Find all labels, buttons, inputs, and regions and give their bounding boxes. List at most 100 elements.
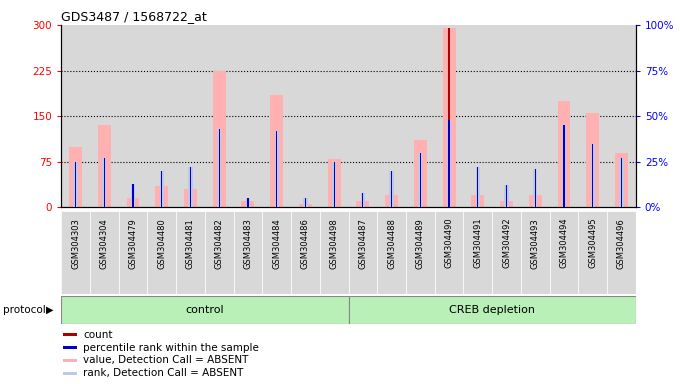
Bar (90, 211, 119, 294)
Text: GSM304482: GSM304482 (215, 218, 224, 268)
Bar (463, 25, 492, 207)
Bar (61, 25, 90, 207)
Bar (275, 206, 278, 207)
Bar (475, 167, 480, 207)
Bar (435, 211, 464, 294)
Bar (578, 25, 607, 207)
Text: GSM304479: GSM304479 (129, 218, 137, 268)
Bar (291, 211, 320, 294)
Bar (607, 25, 636, 207)
Bar (205, 25, 234, 207)
Bar (155, 186, 168, 207)
Bar (328, 159, 341, 207)
Bar (447, 120, 452, 207)
Bar (332, 162, 337, 207)
Bar (418, 152, 422, 207)
Bar (102, 158, 107, 207)
Bar (63, 346, 78, 349)
Bar (217, 129, 222, 207)
Text: GSM304490: GSM304490 (445, 218, 454, 268)
Bar (184, 189, 197, 207)
Bar (406, 211, 435, 294)
Text: GSM304492: GSM304492 (502, 218, 511, 268)
Text: percentile rank within the sample: percentile rank within the sample (84, 343, 259, 353)
Bar (607, 211, 636, 294)
Bar (349, 296, 636, 324)
Text: GSM304488: GSM304488 (387, 218, 396, 269)
Bar (234, 25, 262, 207)
Bar (160, 171, 164, 207)
Bar (506, 185, 507, 207)
Bar (333, 162, 335, 207)
Bar (592, 144, 594, 207)
Bar (305, 198, 306, 207)
Bar (443, 28, 456, 207)
Text: GSM304304: GSM304304 (100, 218, 109, 268)
Bar (148, 211, 176, 294)
Bar (349, 211, 377, 294)
Bar (75, 162, 76, 207)
Text: control: control (186, 305, 224, 315)
Bar (563, 206, 565, 207)
Bar (586, 113, 599, 207)
Bar (176, 211, 205, 294)
Bar (621, 158, 622, 207)
Bar (579, 211, 607, 294)
Text: GDS3487 / 1568722_at: GDS3487 / 1568722_at (61, 10, 207, 23)
Bar (118, 25, 148, 207)
Bar (291, 25, 320, 207)
Bar (213, 71, 226, 207)
Bar (303, 198, 307, 207)
Bar (262, 211, 291, 294)
Bar (356, 201, 369, 207)
Bar (414, 141, 427, 207)
Text: GSM304496: GSM304496 (617, 218, 626, 268)
Text: GSM304480: GSM304480 (157, 218, 166, 268)
Bar (533, 169, 537, 207)
Bar (471, 195, 484, 207)
Bar (126, 198, 139, 207)
Bar (63, 372, 78, 375)
Bar (320, 25, 348, 207)
Bar (103, 158, 105, 207)
Text: GSM304498: GSM304498 (330, 218, 339, 268)
Bar (248, 198, 249, 207)
Bar (262, 25, 291, 207)
Bar (558, 101, 571, 207)
Bar (505, 185, 509, 207)
Bar (362, 193, 364, 207)
Text: count: count (84, 329, 113, 339)
Bar (234, 211, 262, 294)
Text: GSM304493: GSM304493 (531, 218, 540, 268)
Bar (492, 25, 521, 207)
Bar (61, 296, 349, 324)
Bar (348, 25, 377, 207)
Bar (63, 359, 78, 362)
Text: rank, Detection Call = ABSENT: rank, Detection Call = ABSENT (84, 368, 243, 378)
Bar (90, 25, 118, 207)
Bar (103, 206, 105, 207)
Bar (619, 158, 624, 207)
Bar (562, 125, 566, 207)
Bar (218, 129, 220, 207)
Bar (590, 144, 595, 207)
Bar (615, 152, 628, 207)
Bar (534, 169, 536, 207)
Bar (63, 333, 78, 336)
Bar (549, 211, 579, 294)
Bar (549, 25, 578, 207)
Bar (148, 25, 176, 207)
Bar (133, 184, 134, 207)
Bar (500, 201, 513, 207)
Bar (190, 167, 191, 207)
Bar (205, 211, 234, 294)
Bar (464, 211, 492, 294)
Text: GSM304494: GSM304494 (560, 218, 568, 268)
Bar (521, 25, 549, 207)
Bar (276, 131, 277, 207)
Bar (299, 204, 312, 207)
Bar (270, 95, 283, 207)
Bar (390, 171, 394, 207)
Bar (521, 211, 549, 294)
Text: GSM304495: GSM304495 (588, 218, 597, 268)
